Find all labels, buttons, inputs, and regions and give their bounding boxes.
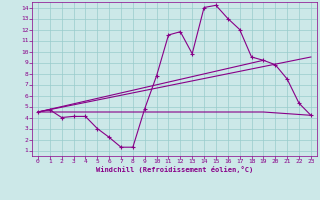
X-axis label: Windchill (Refroidissement éolien,°C): Windchill (Refroidissement éolien,°C) [96, 166, 253, 173]
